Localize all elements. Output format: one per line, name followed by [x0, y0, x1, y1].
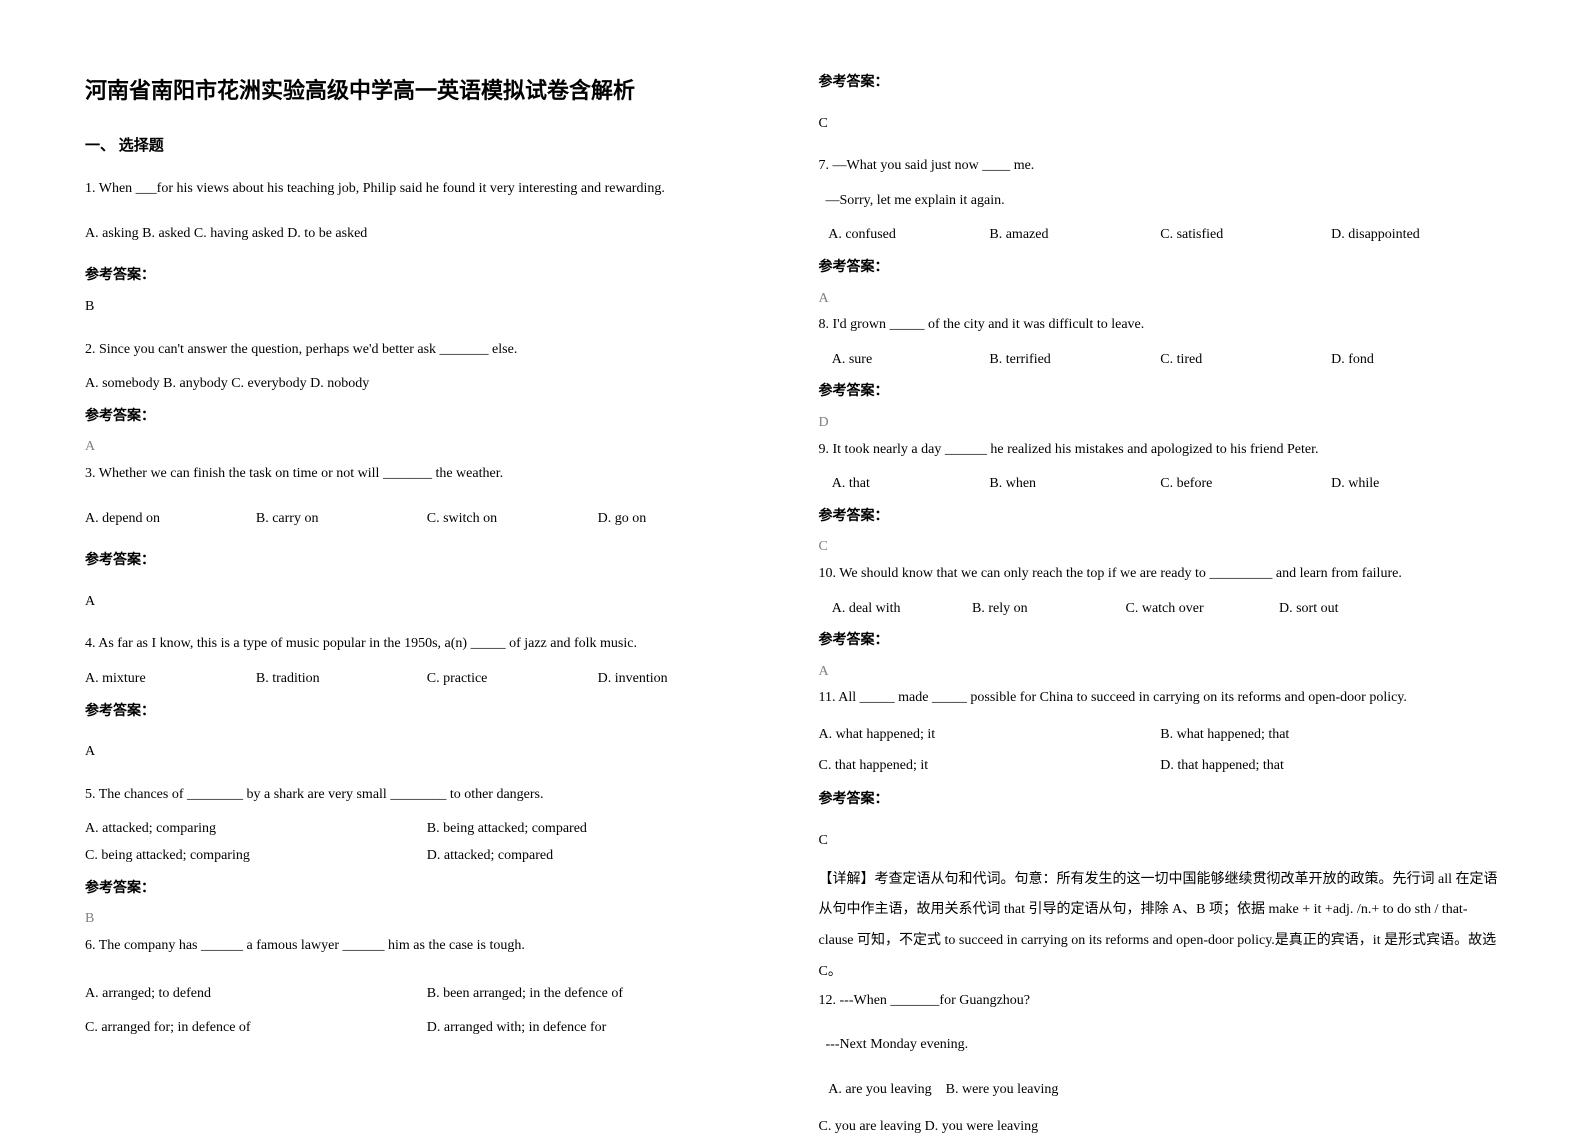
opt-d: D. while	[1331, 471, 1502, 498]
question-4-options: A. mixture B. tradition C. practice D. i…	[85, 666, 769, 693]
question-2: 2. Since you can't answer the question, …	[85, 337, 769, 364]
opt-c: C. watch over	[1126, 596, 1276, 623]
answer-label: 参考答案：	[819, 628, 1503, 655]
opt-b: B. being attacked; compared	[427, 816, 769, 843]
question-1-answer: B	[85, 294, 769, 321]
opt-c: C. arranged for; in defence of	[85, 1011, 427, 1045]
question-12-line1: 12. ---When _______for Guangzhou?	[819, 988, 1503, 1015]
question-12-line2: ---Next Monday evening.	[819, 1032, 1503, 1059]
question-11-explanation: 【详解】考查定语从句和代词。句意：所有发生的这一切中国能够继续贯彻改革开放的政策…	[819, 865, 1503, 988]
opt-d: D. attacked; compared	[427, 843, 769, 870]
question-5: 5. The chances of ________ by a shark ar…	[85, 782, 769, 809]
opt-a: A. that	[819, 471, 990, 498]
question-8: 8. I'd grown _____ of the city and it wa…	[819, 312, 1503, 339]
opt-d: D. arranged with; in defence for	[427, 1011, 769, 1045]
opt-a: A. sure	[819, 347, 990, 374]
opt-b: B. carry on	[256, 506, 427, 533]
question-10-answer: A	[819, 659, 1503, 686]
question-11-options: A. what happened; it B. what happened; t…	[819, 720, 1503, 782]
question-3: 3. Whether we can finish the task on tim…	[85, 461, 769, 488]
answer-label: 参考答案：	[819, 70, 1503, 97]
question-1-options: A. asking B. asked C. having asked D. to…	[85, 221, 769, 248]
opt-c: C. practice	[427, 666, 598, 693]
answer-label: 参考答案：	[85, 876, 769, 903]
opt-b: B. been arranged; in the defence of	[427, 977, 769, 1011]
opt-c: C. tired	[1160, 347, 1331, 374]
opt-c: C. being attacked; comparing	[85, 843, 427, 870]
question-12-options-ab: A. are you leaving B. were you leaving	[819, 1077, 1503, 1104]
question-7-answer: A	[819, 286, 1503, 313]
opt-d: D. disappointed	[1331, 222, 1502, 249]
opt-c: C. that happened; it	[819, 751, 1161, 782]
question-10: 10. We should know that we can only reac…	[819, 561, 1503, 588]
opt-d: D. go on	[598, 506, 769, 533]
document-title: 河南省南阳市花洲实验高级中学高一英语模拟试卷含解析	[85, 70, 769, 112]
question-8-options: A. sure B. terrified C. tired D. fond	[819, 347, 1503, 374]
opt-c: C. before	[1160, 471, 1331, 498]
opt-b: B. amazed	[989, 222, 1160, 249]
question-8-answer: D	[819, 410, 1503, 437]
opt-a: A. deal with	[819, 596, 969, 623]
opt-a: A. depend on	[85, 506, 256, 533]
opt-a: A. mixture	[85, 666, 256, 693]
question-10-options: A. deal with B. rely on C. watch over D.…	[819, 596, 1503, 623]
answer-label: 参考答案：	[819, 504, 1503, 531]
question-12-options-cd: C. you are leaving D. you were leaving	[819, 1114, 1503, 1140]
section-heading: 一、 选择题	[85, 132, 769, 161]
question-2-answer: A	[85, 434, 769, 461]
opt-a: A. attacked; comparing	[85, 816, 427, 843]
answer-label: 参考答案：	[819, 787, 1503, 814]
question-5-answer: B	[85, 906, 769, 933]
question-11: 11. All _____ made _____ possible for Ch…	[819, 685, 1503, 712]
question-9: 9. It took nearly a day ______ he realiz…	[819, 437, 1503, 464]
question-9-options: A. that B. when C. before D. while	[819, 471, 1503, 498]
question-3-answer: A	[85, 589, 769, 616]
opt-d: D. that happened; that	[1160, 751, 1502, 782]
opt-d: D. fond	[1331, 347, 1502, 374]
answer-label: 参考答案：	[819, 379, 1503, 406]
answer-label: 参考答案：	[819, 255, 1503, 282]
opt-d: D. sort out	[1279, 596, 1429, 623]
question-5-options: A. attacked; comparing B. being attacked…	[85, 816, 769, 869]
opt-b: B. what happened; that	[1160, 720, 1502, 751]
question-6-answer: C	[819, 111, 1503, 138]
opt-b: B. rely on	[972, 596, 1122, 623]
opt-b: B. when	[989, 471, 1160, 498]
question-2-options: A. somebody B. anybody C. everybody D. n…	[85, 371, 769, 398]
question-1: 1. When ___for his views about his teach…	[85, 176, 769, 203]
opt-a: A. what happened; it	[819, 720, 1161, 751]
answer-label: 参考答案：	[85, 404, 769, 431]
opt-c: C. satisfied	[1160, 222, 1331, 249]
question-9-answer: C	[819, 534, 1503, 561]
opt-a: A. confused	[819, 222, 990, 249]
right-column: 参考答案： C 7. —What you said just now ____ …	[794, 70, 1528, 1052]
question-6-options: A. arranged; to defend B. been arranged;…	[85, 977, 769, 1044]
opt-a: A. arranged; to defend	[85, 977, 427, 1011]
question-4: 4. As far as I know, this is a type of m…	[85, 631, 769, 658]
question-7-options: A. confused B. amazed C. satisfied D. di…	[819, 222, 1503, 249]
opt-d: D. invention	[598, 666, 769, 693]
question-6: 6. The company has ______ a famous lawye…	[85, 933, 769, 960]
question-7-line2: —Sorry, let me explain it again.	[819, 188, 1503, 215]
opt-c: C. switch on	[427, 506, 598, 533]
answer-label: 参考答案：	[85, 263, 769, 290]
answer-label: 参考答案：	[85, 699, 769, 726]
left-column: 河南省南阳市花洲实验高级中学高一英语模拟试卷含解析 一、 选择题 1. When…	[60, 70, 794, 1052]
question-4-answer: A	[85, 739, 769, 766]
question-7-line1: 7. —What you said just now ____ me.	[819, 153, 1503, 180]
opt-b: B. terrified	[989, 347, 1160, 374]
question-11-answer: C	[819, 828, 1503, 855]
question-3-options: A. depend on B. carry on C. switch on D.…	[85, 506, 769, 533]
answer-label: 参考答案：	[85, 548, 769, 575]
opt-b: B. tradition	[256, 666, 427, 693]
